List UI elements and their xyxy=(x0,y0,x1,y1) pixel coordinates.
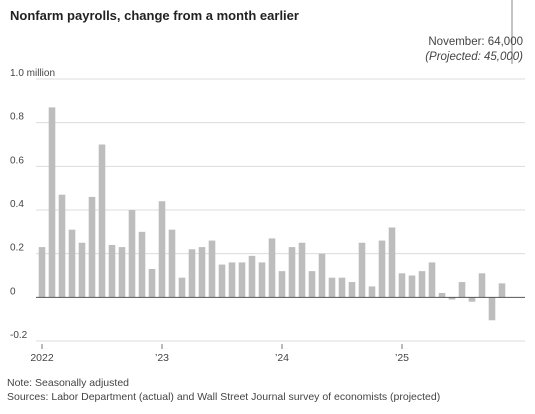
y-tick-label: -0.2 xyxy=(10,330,28,341)
y-tick-label: 0 xyxy=(10,286,16,297)
bar xyxy=(168,229,176,298)
callout-actual: November: 64,000 xyxy=(428,36,523,48)
bar xyxy=(418,271,426,298)
bar xyxy=(98,144,106,298)
bar xyxy=(128,210,136,298)
bar xyxy=(68,229,76,298)
bar xyxy=(268,238,276,298)
bar xyxy=(58,194,66,298)
bar xyxy=(318,253,326,298)
bar xyxy=(478,273,486,298)
bar xyxy=(148,268,156,298)
bar xyxy=(248,255,256,298)
y-tick-label: 0.4 xyxy=(10,199,24,210)
x-tick-label: ’23 xyxy=(155,352,169,364)
x-tick-label: 2022 xyxy=(30,352,54,364)
bar xyxy=(298,242,306,298)
bar xyxy=(78,242,86,298)
bar xyxy=(178,277,186,298)
bar xyxy=(228,262,236,298)
bar xyxy=(88,196,96,298)
note-sources: Sources: Labor Department (actual) and W… xyxy=(7,391,441,403)
bar xyxy=(368,286,376,298)
bar xyxy=(48,107,56,298)
bar xyxy=(218,264,226,298)
bar xyxy=(38,247,46,298)
bar xyxy=(458,282,466,298)
x-tick-label: ’24 xyxy=(275,352,289,364)
bar xyxy=(398,273,406,298)
bar xyxy=(258,262,266,298)
bar xyxy=(338,277,346,298)
y-tick-label: 0.8 xyxy=(10,112,24,123)
y-tick-label: 1.0 million xyxy=(10,68,55,79)
bar xyxy=(348,282,356,298)
bar xyxy=(278,271,286,298)
bar xyxy=(468,297,476,302)
bar xyxy=(308,271,316,298)
bar xyxy=(198,247,206,298)
x-tick-label: ’25 xyxy=(395,352,409,364)
chart-title: Nonfarm payrolls, change from a month ea… xyxy=(10,8,299,23)
bar xyxy=(358,242,366,298)
bar xyxy=(138,231,146,298)
november-callout: November: 64,000 (Projected: 45,000) xyxy=(425,35,523,65)
bar xyxy=(328,277,336,298)
y-tick-label: 0.2 xyxy=(10,243,24,254)
bar xyxy=(108,244,116,298)
bar xyxy=(118,247,126,298)
bar xyxy=(408,275,416,298)
bar xyxy=(158,201,166,298)
bar xyxy=(378,240,386,298)
bar xyxy=(388,227,396,298)
note-seasonal: Note: Seasonally adjusted xyxy=(7,377,129,389)
chart-notes: Note: Seasonally adjusted Sources: Labor… xyxy=(7,376,440,404)
bar xyxy=(498,283,506,298)
callout-projected: (Projected: 45,000) xyxy=(425,51,523,63)
y-tick-label: 0.6 xyxy=(10,155,24,166)
bar xyxy=(428,262,436,298)
bar xyxy=(238,262,246,298)
bar xyxy=(438,292,446,298)
bar xyxy=(208,240,216,298)
bar xyxy=(488,297,496,321)
bar xyxy=(448,297,456,300)
bar xyxy=(188,249,196,298)
bar xyxy=(288,247,296,298)
